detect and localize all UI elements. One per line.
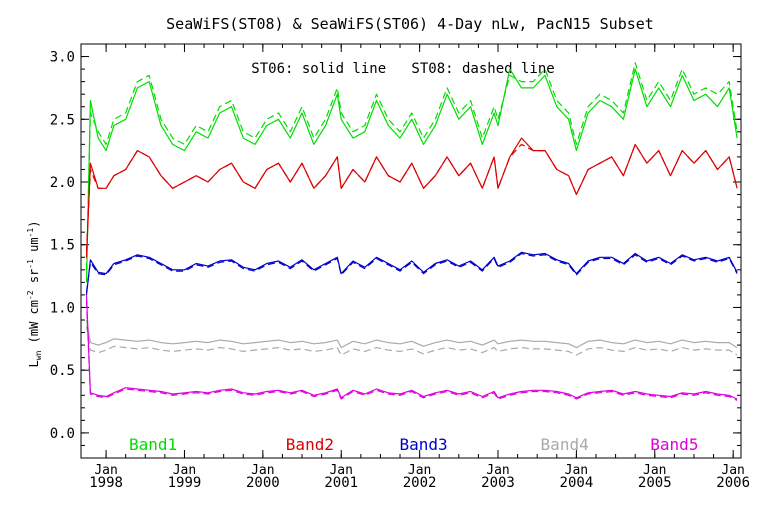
series-band3-st06-line xyxy=(85,251,738,295)
x-tick-label-month: Jan xyxy=(565,463,588,478)
x-tick-label-year: 1998 xyxy=(89,475,123,491)
x-tick-label-month: Jan xyxy=(486,463,509,478)
y-axis-label-exp2: -1 xyxy=(26,259,35,269)
x-tick-label-month: Jan xyxy=(251,463,274,478)
chart-title: SeaWiFS(ST08) & SeaWiFS(ST06) 4-Day nLw,… xyxy=(166,15,654,33)
y-axis-label: Lwn (mW cm-2 sr-1 um-1) xyxy=(26,221,43,368)
series-band4-st06-line xyxy=(85,319,738,349)
plot-frame xyxy=(80,43,742,459)
x-tick-label-month: Jan xyxy=(643,463,666,478)
x-tick-label-year: 2003 xyxy=(481,475,515,491)
x-tick-label-month: Jan xyxy=(173,463,196,478)
x-tick-label-month: Jan xyxy=(94,463,117,478)
series-group xyxy=(85,62,738,401)
y-tick-label: 1.5 xyxy=(50,238,75,254)
y-axis-label-sr: sr xyxy=(27,269,41,291)
y-tick-label: 1.0 xyxy=(50,300,75,316)
y-tick-label: 0.5 xyxy=(50,363,75,379)
series-band5-st08-line xyxy=(85,301,738,401)
series-band1-st08-line xyxy=(85,62,738,270)
y-tick-label: 2.0 xyxy=(50,175,75,191)
x-tick-label-month: Jan xyxy=(329,463,352,478)
series-band5-st06-line xyxy=(85,294,738,400)
series-band2-st08-line xyxy=(85,143,738,252)
series-band1-st06-line xyxy=(85,68,738,283)
legend-band5: Band5 xyxy=(650,435,698,454)
x-tick-label-year: 1999 xyxy=(168,475,202,491)
axes-group: 0.00.51.01.52.02.53.0Jan1998Jan1999Jan20… xyxy=(50,43,750,491)
legend-group: Band1 Band2 Band3 Band4 Band5 xyxy=(129,435,698,454)
legend-band1: Band1 xyxy=(129,435,177,454)
y-axis-label-main: L xyxy=(27,360,41,367)
x-tick-label-month: Jan xyxy=(721,463,744,478)
x-tick-label-year: 2001 xyxy=(324,475,358,491)
x-tick-label-month: Jan xyxy=(408,463,431,478)
x-tick-label-year: 2005 xyxy=(638,475,672,491)
y-axis-label-exp1: -2 xyxy=(26,290,35,300)
x-tick-label-year: 2004 xyxy=(560,475,594,491)
legend-band3: Band3 xyxy=(399,435,447,454)
y-tick-label: 2.5 xyxy=(50,112,75,128)
legend-band4: Band4 xyxy=(541,435,589,454)
legend-band2: Band2 xyxy=(286,435,334,454)
x-tick-label-year: 2006 xyxy=(716,475,750,491)
y-axis-label-exp3: -1 xyxy=(26,228,35,238)
y-axis-label-um: um xyxy=(27,237,41,259)
y-tick-label: 3.0 xyxy=(50,50,75,66)
line-style-annotation: ST06: solid line ST08: dashed line xyxy=(251,61,554,77)
y-axis-label-units: (mW cm xyxy=(27,300,41,351)
x-tick-label-year: 2000 xyxy=(246,475,280,491)
series-band3-st08-line xyxy=(85,252,738,293)
y-tick-label: 0.0 xyxy=(50,426,75,442)
y-axis-label-sub: wn xyxy=(34,350,43,360)
y-axis-label-close: ) xyxy=(27,221,41,228)
series-band2-st06-line xyxy=(85,137,738,258)
x-tick-label-year: 2002 xyxy=(403,475,437,491)
